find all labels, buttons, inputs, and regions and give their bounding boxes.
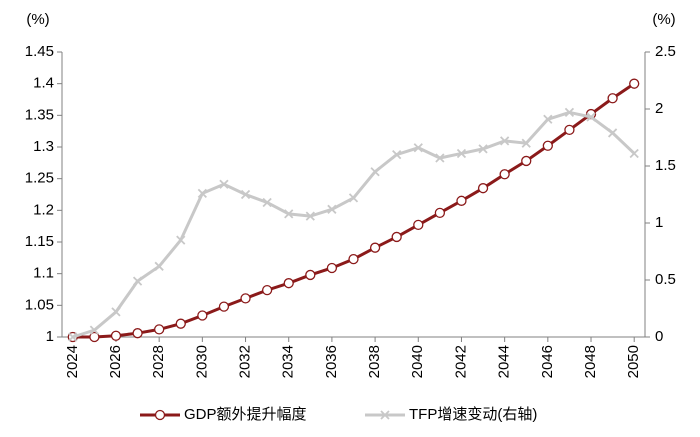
point [564,107,575,118]
point [564,124,575,136]
point [607,93,618,104]
point [456,148,467,159]
x-tick-label: 2048 [582,345,599,378]
point [521,138,531,148]
point [240,293,251,304]
legend-label: TFP增速变动(右轴) [409,406,537,423]
point [435,153,445,163]
point [132,328,143,339]
point [305,211,315,221]
legend-label: GDP额外提升幅度 [184,406,307,423]
y-tick-label: 1 [46,328,54,345]
point [542,140,553,151]
y-tick-label: 1.15 [25,233,54,250]
point [219,179,229,189]
point [543,114,553,124]
y-tick-label: 1.4 [33,75,54,92]
x-tick-label: 2044 [496,345,513,378]
y-tick-label: 1.3 [33,138,54,155]
y-tick-label: 1.45 [25,43,54,60]
point [175,318,186,329]
point [629,148,639,159]
point [478,144,488,154]
point [218,301,230,312]
y2-tick-label: 2.5 [655,43,676,60]
point [391,231,402,243]
point [521,155,532,167]
point [413,143,423,153]
point [456,195,467,206]
point [176,235,186,245]
point [261,284,273,296]
point [434,207,446,219]
point [284,209,294,219]
point [89,325,100,335]
y2-tick-label: 0.5 [655,271,676,288]
x-tick-label: 2042 [452,345,469,378]
point [305,269,316,281]
point [348,253,359,265]
point [68,332,78,342]
y-tick-label: 1.1 [33,265,54,282]
legend-marker [380,410,390,420]
y-tick-label: 1.05 [25,296,54,313]
point [132,276,143,286]
point [197,310,208,321]
point [154,261,164,271]
point [477,183,489,194]
y2-axis-label: (%) [652,11,675,28]
point [629,78,640,89]
x-tick-label: 2024 [64,345,81,378]
x-tick-label: 2034 [280,345,297,378]
x-tick-label: 2046 [539,345,556,378]
x-tick-label: 2036 [323,345,340,378]
point [369,242,381,253]
x-tick-label: 2030 [193,345,210,378]
point [283,278,294,289]
point [499,169,510,180]
point [500,136,510,146]
point [370,167,380,177]
point [326,262,338,274]
point [89,331,100,343]
y-tick-label: 1.2 [33,201,54,218]
point [110,330,122,341]
y2-tick-label: 2 [655,100,663,117]
point [327,204,337,214]
legend-marker [154,409,166,421]
x-tick-label: 2050 [625,345,642,378]
point [392,149,402,160]
y2-tick-label: 1 [655,214,663,231]
point [348,193,359,203]
y2-tick-label: 0 [655,328,663,345]
y-tick-label: 1.35 [25,106,54,123]
x-tick-label: 2026 [107,345,124,378]
y-axis-label: (%) [26,11,49,28]
point [197,188,207,198]
legend-item: GDP额外提升幅度 [140,406,307,423]
point [154,324,165,335]
x-tick-label: 2028 [150,345,167,378]
y-tick-label: 1.25 [25,170,54,187]
point [111,307,121,317]
x-tick-label: 2032 [237,345,254,378]
point [607,128,618,138]
point [262,197,272,208]
point [413,219,424,231]
x-tick-label: 2038 [366,345,383,378]
y2-tick-label: 1.5 [655,157,676,174]
legend-item: TFP增速变动(右轴) [365,406,537,423]
point [586,112,596,122]
point [240,189,251,200]
x-tick-label: 2040 [409,345,426,378]
